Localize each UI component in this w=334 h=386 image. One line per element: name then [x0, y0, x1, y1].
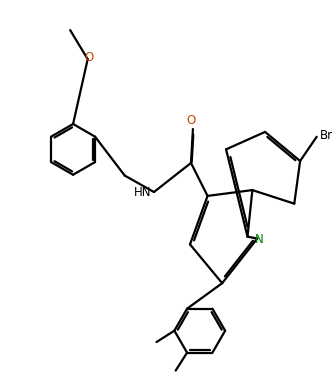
Text: O: O [85, 51, 94, 64]
Text: HN: HN [134, 186, 151, 199]
Text: O: O [187, 114, 196, 127]
Text: Br: Br [320, 129, 333, 142]
Text: N: N [255, 233, 263, 246]
